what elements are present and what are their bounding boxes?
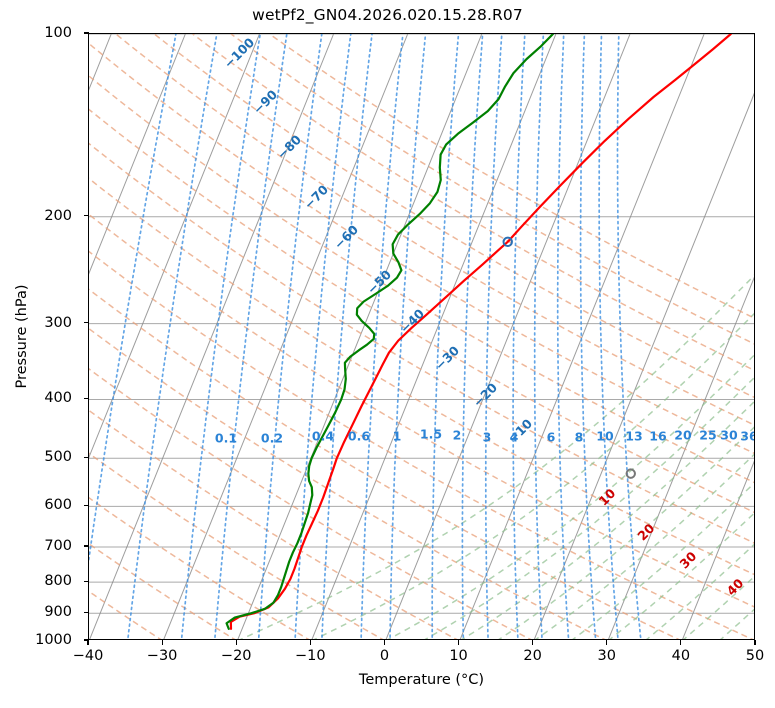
series-dewpoint-line — [225, 34, 555, 630]
mixing-ratio-label: 2 — [452, 427, 462, 443]
mixing-ratio-label: 13 — [625, 428, 643, 444]
pressure-tick-mark — [84, 580, 89, 582]
pressure-tick-mark — [84, 32, 89, 34]
mixing-ratio-label: 36 — [740, 428, 754, 444]
pressure-tick-mark — [84, 504, 89, 506]
mixing-ratio-label: 20 — [674, 427, 692, 443]
pressure-tick-mark — [84, 397, 89, 400]
temperature-tick-mark — [235, 640, 237, 645]
mixing-ratio-label: 8 — [574, 429, 584, 445]
upper-level-marker[interactable] — [502, 236, 513, 248]
mixing-ratio-label: 0.6 — [347, 428, 371, 444]
pressure-tick-mark — [84, 545, 89, 547]
temperature-tick-mark — [680, 640, 682, 645]
mixing-ratio-label: 16 — [649, 428, 667, 444]
temperature-tick-label: 30 — [597, 648, 616, 664]
sounding-curves — [225, 34, 732, 630]
temperature-tick-mark — [161, 640, 163, 645]
pressure-tick-mark — [84, 215, 89, 217]
temperature-tick-label: 50 — [745, 648, 765, 664]
x-axis-label: Temperature (°C) — [358, 672, 485, 688]
temperature-tick-mark — [309, 640, 311, 645]
pressure-tick-label: 500 — [44, 449, 72, 466]
skewt-plot-area[interactable]: −100 −90 −80 −70 −60 −50 −40 −30 −20 −10 10 20 30 40 0… — [88, 33, 755, 640]
mixing-ratio-label: 0.1 — [214, 430, 238, 446]
pressure-tick-label: 600 — [44, 497, 72, 514]
pressure-tick-label: 400 — [44, 390, 72, 407]
pressure-axis-ticks — [83, 32, 89, 641]
lcl-marker[interactable] — [625, 468, 636, 479]
temperature-tick-mark — [606, 640, 608, 645]
mixing-ratio-label: 3 — [482, 429, 492, 445]
mixing-ratio-label: 25 — [699, 427, 717, 443]
temperature-tick-label: 10 — [449, 648, 468, 664]
temperature-tick-label: −30 — [146, 648, 178, 664]
series-temperature-line — [229, 34, 732, 630]
pressure-tick-label: 100 — [44, 25, 72, 41]
mixing-ratio-label: 0.2 — [260, 430, 284, 446]
pressure-tick-label: 700 — [44, 537, 72, 554]
mixing-ratio-label: 4 — [509, 429, 519, 445]
pressure-tick-label: 800 — [44, 573, 72, 590]
temperature-tick-label: −20 — [220, 648, 252, 664]
pressure-tick-label: 1000 — [35, 632, 72, 648]
temperature-axis: −40 −30 −20 −10 0 10 20 30 40 50 — [73, 640, 764, 670]
pressure-tick-label: 200 — [44, 207, 72, 224]
temperature-tick-mark — [532, 640, 534, 645]
temperature-tick-label: −40 — [72, 648, 104, 664]
temperature-tick-label: 0 — [379, 648, 390, 664]
temperature-tick-label: −10 — [295, 648, 326, 664]
mixing-ratio-label: 10 — [596, 428, 614, 444]
temperature-tick-mark — [87, 640, 89, 645]
temperature-tick-mark — [754, 640, 756, 645]
temperature-tick-label: 20 — [523, 648, 542, 664]
pressure-tick-mark — [84, 611, 89, 613]
mixing-ratio-label: 1 — [392, 428, 402, 444]
pressure-tick-label: 900 — [44, 604, 72, 621]
plot-area-wrapper: −100 −90 −80 −70 −60 −50 −40 −30 −20 −10 10 20 30 40 0… — [88, 33, 755, 640]
mixing-ratio-label: 1.5 — [419, 426, 443, 442]
temperature-tick-mark — [383, 640, 386, 645]
pressure-tick-label: 300 — [44, 314, 72, 331]
page-title: wetPf2_GN04.2026.020.15.28.R07 — [252, 6, 523, 24]
mixing-ratio-label: 0.4 — [311, 428, 335, 444]
temperature-tick-mark — [457, 640, 460, 645]
temperature-tick-label: 40 — [671, 648, 691, 664]
background-grid — [89, 34, 754, 639]
mixing-ratio-label: 30 — [720, 427, 738, 443]
pressure-axis-labels: 100 200 300 400 500 600 700 800 900 1000 — [0, 25, 82, 648]
y-axis-label: Pressure (hPa) — [14, 284, 30, 389]
mixing-ratio-label: 6 — [546, 429, 556, 445]
pressure-tick-mark — [84, 322, 89, 324]
pressure-tick-mark — [84, 456, 89, 458]
pressure-tick-mark — [84, 639, 89, 641]
